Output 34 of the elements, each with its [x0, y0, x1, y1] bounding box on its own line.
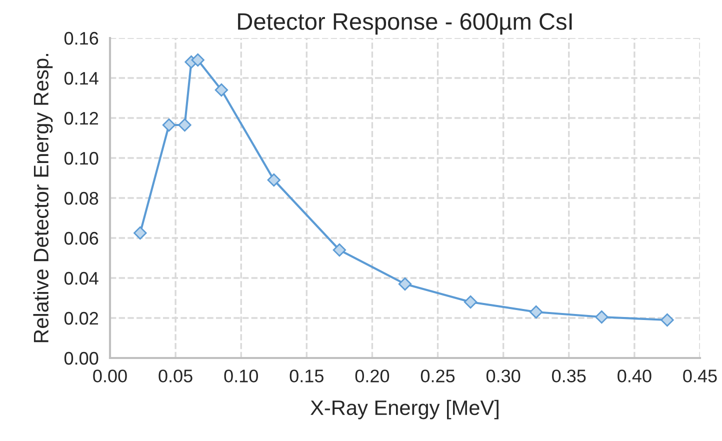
point	[595, 310, 608, 324]
y-axis-title: Relative Detector Energy Resp.	[33, 54, 53, 342]
point	[660, 313, 674, 327]
y-tick-label: 0.00	[64, 352, 98, 365]
point	[464, 295, 478, 309]
chart-title: Detector Response - 600µm CsI	[238, 13, 572, 35]
point	[178, 118, 192, 132]
x-tick-label: 0.00	[93, 370, 127, 382]
y-tick-label: 0.06	[64, 232, 98, 245]
y-tick-label: 0.16	[64, 32, 98, 45]
point	[214, 83, 228, 97]
x-tick-label: 0.15	[290, 370, 324, 382]
y-tick-label: 0.10	[64, 152, 98, 165]
point	[134, 226, 147, 240]
x-axis-title: X-Ray Energy [MeV]	[310, 400, 498, 420]
x-tick-label: 0.25	[420, 370, 455, 382]
x-tick-label: 0.45	[683, 370, 717, 382]
y-tick-label: 0.14	[64, 72, 98, 85]
x-tick-label: 0.20	[355, 370, 390, 382]
point	[191, 53, 204, 67]
y-tick-label: 0.04	[64, 272, 98, 285]
point	[162, 118, 176, 132]
point	[398, 277, 412, 291]
x-tick-label: 0.40	[618, 370, 652, 382]
x-tick-label: 0.10	[224, 370, 258, 382]
y-tick-label: 0.12	[64, 112, 98, 125]
point	[530, 305, 543, 319]
point	[267, 173, 280, 187]
y-tick-label: 0.08	[64, 192, 98, 205]
x-tick-label: 0.35	[552, 370, 586, 382]
x-tick-label: 0.05	[158, 370, 192, 382]
y-tick-label: 0.02	[64, 312, 98, 325]
point	[332, 243, 346, 257]
x-tick-label: 0.30	[486, 370, 520, 382]
